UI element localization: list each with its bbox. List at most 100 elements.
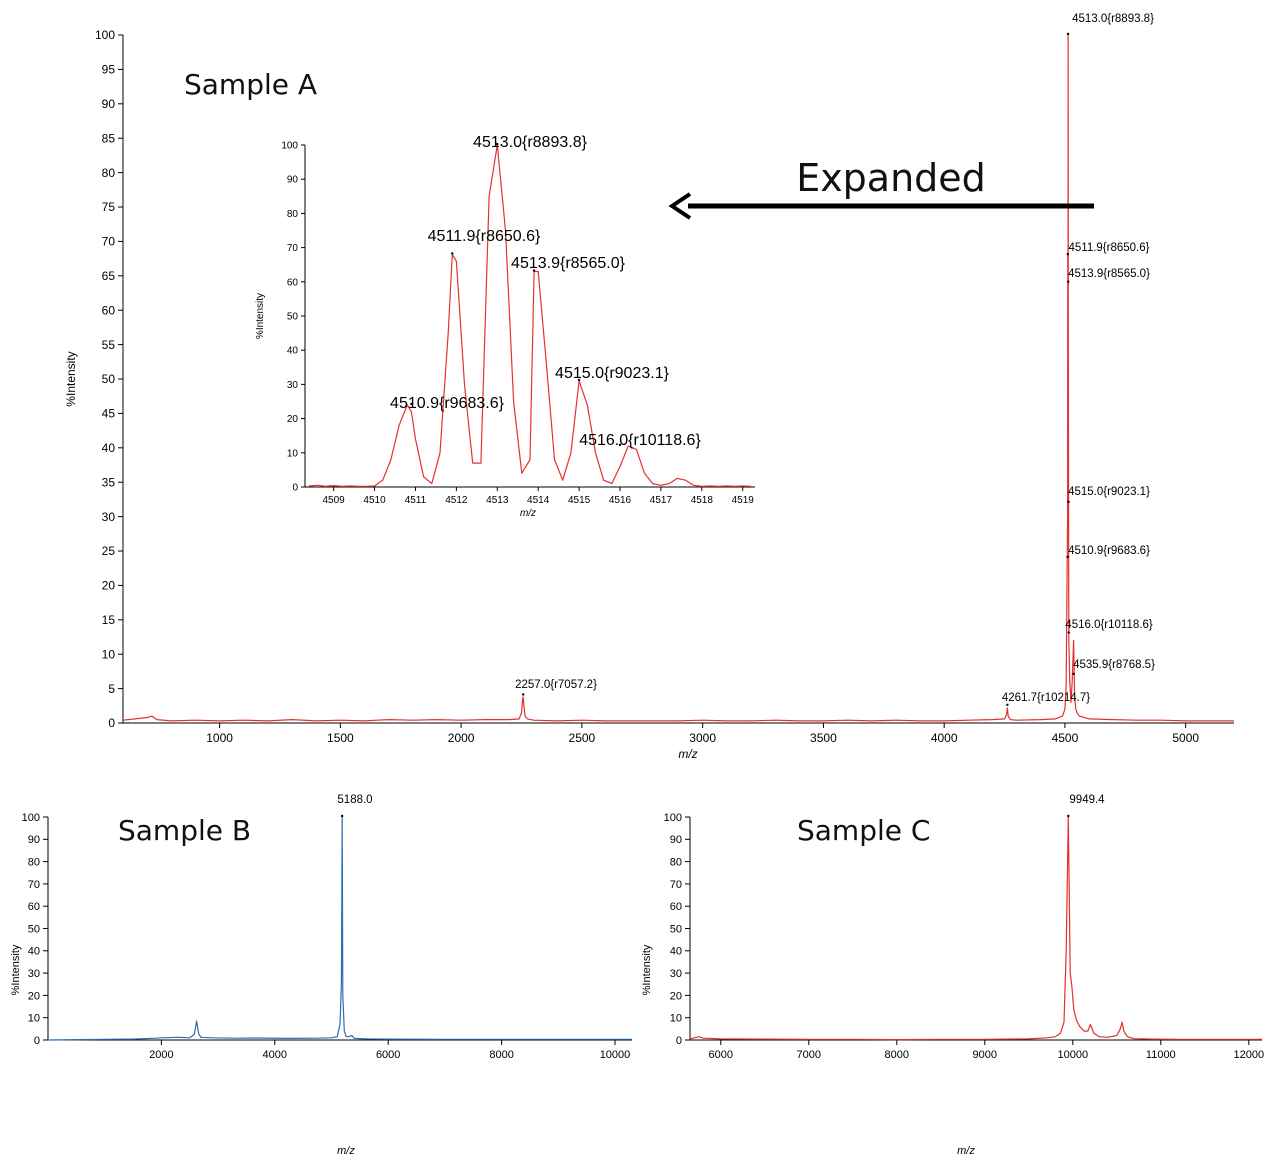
y-tick-label: 70: [287, 243, 299, 254]
y-tick-label: 80: [670, 856, 682, 868]
peak-marker: [1066, 32, 1070, 36]
y-tick-label: 60: [287, 277, 299, 288]
y-tick-label: 10: [102, 647, 116, 661]
y-tick-label: 30: [670, 968, 682, 980]
x-tick-label: 4511: [405, 495, 427, 506]
peak-label: 4261.7{r10214.7}: [1002, 692, 1090, 704]
peak-label: 4510.9{r9683.6}: [1068, 545, 1150, 557]
y-tick-label: 95: [102, 63, 116, 77]
peak-label: 4535.9{r8768.5}: [1073, 659, 1155, 671]
y-tick-label: 80: [28, 856, 40, 868]
x-tick-label: 4519: [732, 495, 755, 506]
y-tick-label: 60: [102, 303, 116, 317]
y-tick-label: 10: [28, 1013, 40, 1025]
x-tick-label: 8000: [885, 1049, 909, 1061]
peak-label: 4513.0{r8893.8}: [473, 134, 588, 151]
y-tick-label: 20: [102, 579, 116, 593]
y-tick-label: 70: [28, 879, 40, 891]
peak-marker: [1072, 672, 1075, 676]
x-tick-label: 10000: [600, 1049, 631, 1061]
peak-label: 4515.0{r9023.1}: [1068, 486, 1150, 498]
y-tick-label: 80: [287, 209, 299, 220]
y-tick-label: 30: [28, 968, 40, 980]
x-tick-label: 6000: [376, 1049, 400, 1061]
x-tick-label: 2000: [448, 731, 475, 745]
arrow-label: Expanded: [796, 156, 986, 200]
peak-label: 4513.9{r8565.0}: [1068, 268, 1150, 280]
chart-inset: 0 10 20 30 40 50 60 70 80 90 100 4509 4510 4511 4512 45…: [255, 134, 755, 519]
x-tick-label: 2000: [149, 1049, 173, 1061]
y-tick-label: 90: [670, 834, 682, 846]
x-tick-label: 3000: [689, 731, 716, 745]
y-tick-label: 30: [102, 510, 116, 524]
chart-sampleA: 0 5 10 15 20 25 30 35 40 45 50 55 60 65 70 75 80 85 90 95 10…: [64, 13, 1234, 761]
peak-label: 4511.9{r8650.6}: [428, 228, 541, 245]
x-tick-label: 4000: [263, 1049, 287, 1061]
y-tick-label: 40: [287, 346, 299, 357]
x-tick-label: 1500: [327, 731, 354, 745]
x-tick-label: 11000: [1146, 1049, 1176, 1061]
peak-marker: [1006, 703, 1009, 706]
x-tick-label: 12000: [1234, 1049, 1265, 1061]
y-tick-label: 70: [102, 235, 116, 249]
y-tick-label: 10: [287, 448, 299, 459]
y-tick-label: 50: [670, 923, 682, 935]
peak-marker: [1066, 252, 1070, 256]
x-tick-label: 5000: [1172, 731, 1199, 745]
x-tick-label: 4512: [445, 495, 468, 506]
chart-title: Sample C: [797, 814, 930, 847]
peak-marker: [577, 378, 581, 382]
x-tick-label: 4513: [486, 495, 509, 506]
y-tick-label: 45: [102, 407, 116, 421]
peak-label: 9949.4: [1069, 794, 1105, 806]
y-tick-label: 55: [102, 338, 116, 352]
y-tick-label: 10: [670, 1013, 682, 1025]
peak-label: 5188.0: [337, 794, 372, 806]
x-tick-label: 4514: [527, 495, 550, 506]
y-axis-label: %Intensity: [10, 944, 22, 995]
peak-marker: [618, 443, 622, 447]
y-tick-label: 5: [108, 682, 115, 696]
y-tick-label: 100: [22, 812, 40, 824]
x-axis-label: m/z: [520, 508, 536, 519]
x-tick-label: 4509: [323, 495, 346, 506]
x-tick-label: 4510: [363, 495, 386, 506]
peak-marker: [1067, 814, 1070, 818]
y-tick-label: 40: [28, 946, 40, 958]
y-tick-label: 35: [102, 475, 116, 489]
y-tick-label: 90: [28, 834, 40, 846]
peak-marker: [410, 402, 413, 406]
y-tick-label: 50: [102, 372, 116, 386]
x-tick-label: 7000: [797, 1049, 821, 1061]
y-tick-label: 0: [292, 483, 298, 494]
arrow-head: [668, 192, 692, 220]
series-line: [309, 144, 751, 487]
peak-marker: [1067, 631, 1070, 634]
y-tick-label: 80: [102, 166, 116, 180]
series-line: [689, 816, 1262, 1041]
peak-marker: [1067, 280, 1070, 283]
peak-label: 4516.0{r10118.6}: [579, 432, 701, 449]
peak-label: 4515.0{r9023.1}: [555, 365, 670, 382]
x-tick-label: 3500: [810, 731, 837, 745]
x-tick-label: 2500: [569, 731, 596, 745]
peak-marker: [522, 693, 525, 696]
x-tick-label: 4515: [568, 495, 591, 506]
chart-sampleC: 0 10 20 30 40 50 60 70 80 90 100 6000 7000 8000 9000 10…: [641, 794, 1264, 1157]
x-tick-label: 4517: [650, 495, 673, 506]
peak-marker: [1067, 500, 1070, 504]
y-axis-label: %Intensity: [255, 293, 266, 339]
chart-title: Sample B: [118, 814, 251, 847]
peak-label: 4511.9{r8650.6}: [1068, 242, 1149, 254]
expanded-annotation: Expanded: [668, 156, 1094, 220]
y-tick-label: 60: [28, 901, 40, 913]
series-line: [47, 816, 632, 1041]
y-tick-label: 20: [28, 990, 40, 1002]
x-tick-label: 4516: [609, 495, 632, 506]
x-axis-label: m/z: [957, 1145, 975, 1157]
x-tick-label: 4500: [1052, 731, 1079, 745]
y-tick-label: 0: [108, 716, 115, 730]
series-line: [122, 34, 1234, 722]
y-tick-label: 30: [287, 380, 299, 391]
